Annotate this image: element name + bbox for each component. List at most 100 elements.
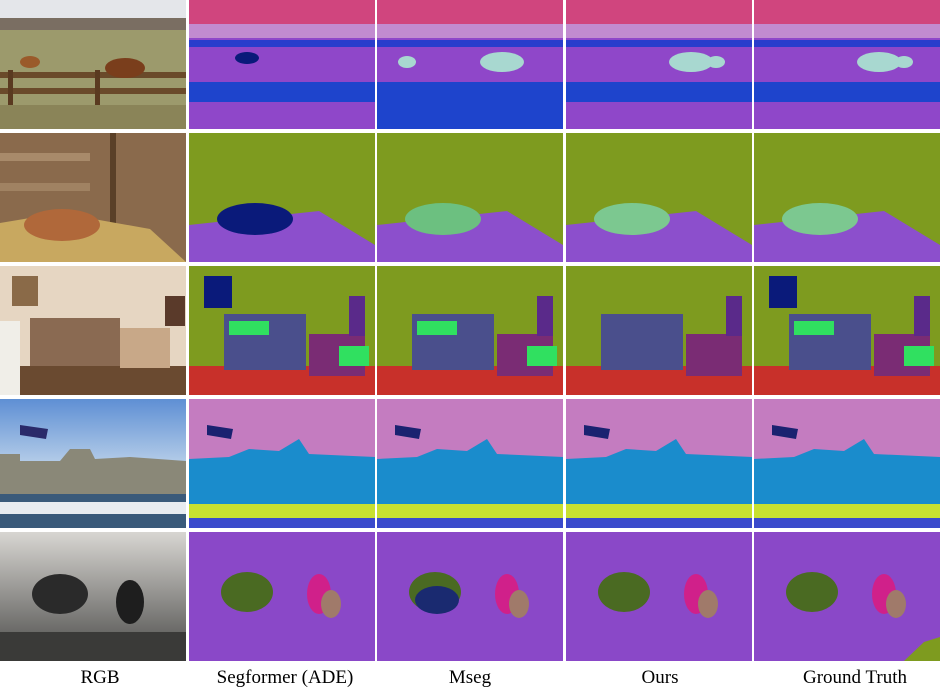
image-tile [189, 0, 375, 129]
image-region [377, 504, 563, 518]
image-tile [566, 266, 752, 395]
image-region [20, 425, 48, 439]
image-region [0, 105, 186, 129]
column-label: Segformer (ADE) [217, 667, 354, 688]
image-region [204, 276, 232, 308]
image-tile [0, 266, 186, 395]
image-region [0, 153, 90, 161]
image-region [229, 321, 269, 335]
image-tile [754, 0, 940, 129]
image-region [754, 40, 940, 47]
image-region [235, 52, 259, 64]
image-region [914, 296, 930, 336]
image-region [566, 504, 752, 518]
image-tile [566, 532, 752, 661]
image-tile [754, 399, 940, 528]
image-region [120, 328, 170, 368]
image-tile [754, 133, 940, 262]
image-region [566, 532, 752, 661]
image-region [895, 56, 913, 68]
image-tile [566, 532, 752, 661]
image-region [105, 58, 145, 78]
image-tile [377, 399, 563, 528]
image-region [189, 0, 375, 24]
image-region [0, 366, 186, 395]
image-region [349, 296, 365, 336]
image-tile [0, 133, 186, 262]
image-region [377, 0, 563, 24]
image-region [754, 504, 940, 518]
image-region [189, 439, 375, 509]
image-region [95, 70, 100, 110]
image-region [754, 532, 940, 661]
image-tile [754, 532, 940, 661]
image-region [904, 346, 934, 366]
column-label: Ours [642, 667, 679, 688]
image-tile [377, 266, 563, 395]
image-tile [377, 266, 563, 395]
image-region [189, 518, 375, 528]
image-region [686, 334, 742, 376]
image-region [110, 133, 116, 243]
image-tile [189, 532, 375, 661]
image-region [566, 439, 752, 509]
image-region [395, 425, 421, 439]
image-region [116, 580, 144, 624]
image-region [480, 52, 524, 72]
image-region [669, 52, 713, 72]
image-tile [754, 133, 940, 262]
image-region [598, 572, 650, 612]
image-region [398, 56, 416, 68]
image-region [566, 0, 752, 24]
image-region [698, 590, 718, 618]
image-region [377, 40, 563, 47]
image-tile [189, 399, 375, 528]
image-region [0, 632, 186, 661]
column-label: RGB [80, 667, 119, 688]
image-region [584, 425, 610, 439]
image-region [377, 90, 563, 129]
image-region [754, 518, 940, 528]
image-region [377, 439, 563, 509]
image-region [189, 532, 375, 661]
image-tile [566, 399, 752, 528]
image-region [189, 40, 375, 47]
image-region [904, 637, 940, 661]
image-tile [566, 266, 752, 395]
image-region [857, 52, 901, 72]
image-region [217, 203, 293, 235]
image-tile [566, 0, 752, 129]
image-tile [754, 532, 940, 661]
image-tile [566, 0, 752, 129]
image-region [537, 296, 553, 336]
image-region [794, 321, 834, 335]
image-region [189, 504, 375, 518]
image-tile [0, 133, 186, 262]
image-tile [377, 133, 563, 262]
image-tile [189, 399, 375, 528]
image-region [30, 318, 120, 366]
image-region [0, 18, 186, 32]
image-tile [0, 0, 186, 129]
image-region [566, 40, 752, 47]
image-tile [754, 0, 940, 129]
image-region [415, 586, 459, 614]
column-label: Ground Truth [803, 667, 907, 688]
image-tile [566, 133, 752, 262]
image-region [377, 532, 563, 661]
image-region [0, 72, 186, 78]
image-tile [189, 266, 375, 395]
image-region [339, 346, 369, 366]
image-region [165, 296, 185, 326]
image-tile [377, 0, 563, 129]
image-tile [377, 532, 563, 661]
image-tile [377, 532, 563, 661]
image-region [0, 183, 90, 191]
image-tile [0, 532, 186, 661]
image-region [754, 0, 940, 24]
image-tile [0, 532, 186, 661]
image-tile [754, 399, 940, 528]
image-region [0, 502, 186, 514]
